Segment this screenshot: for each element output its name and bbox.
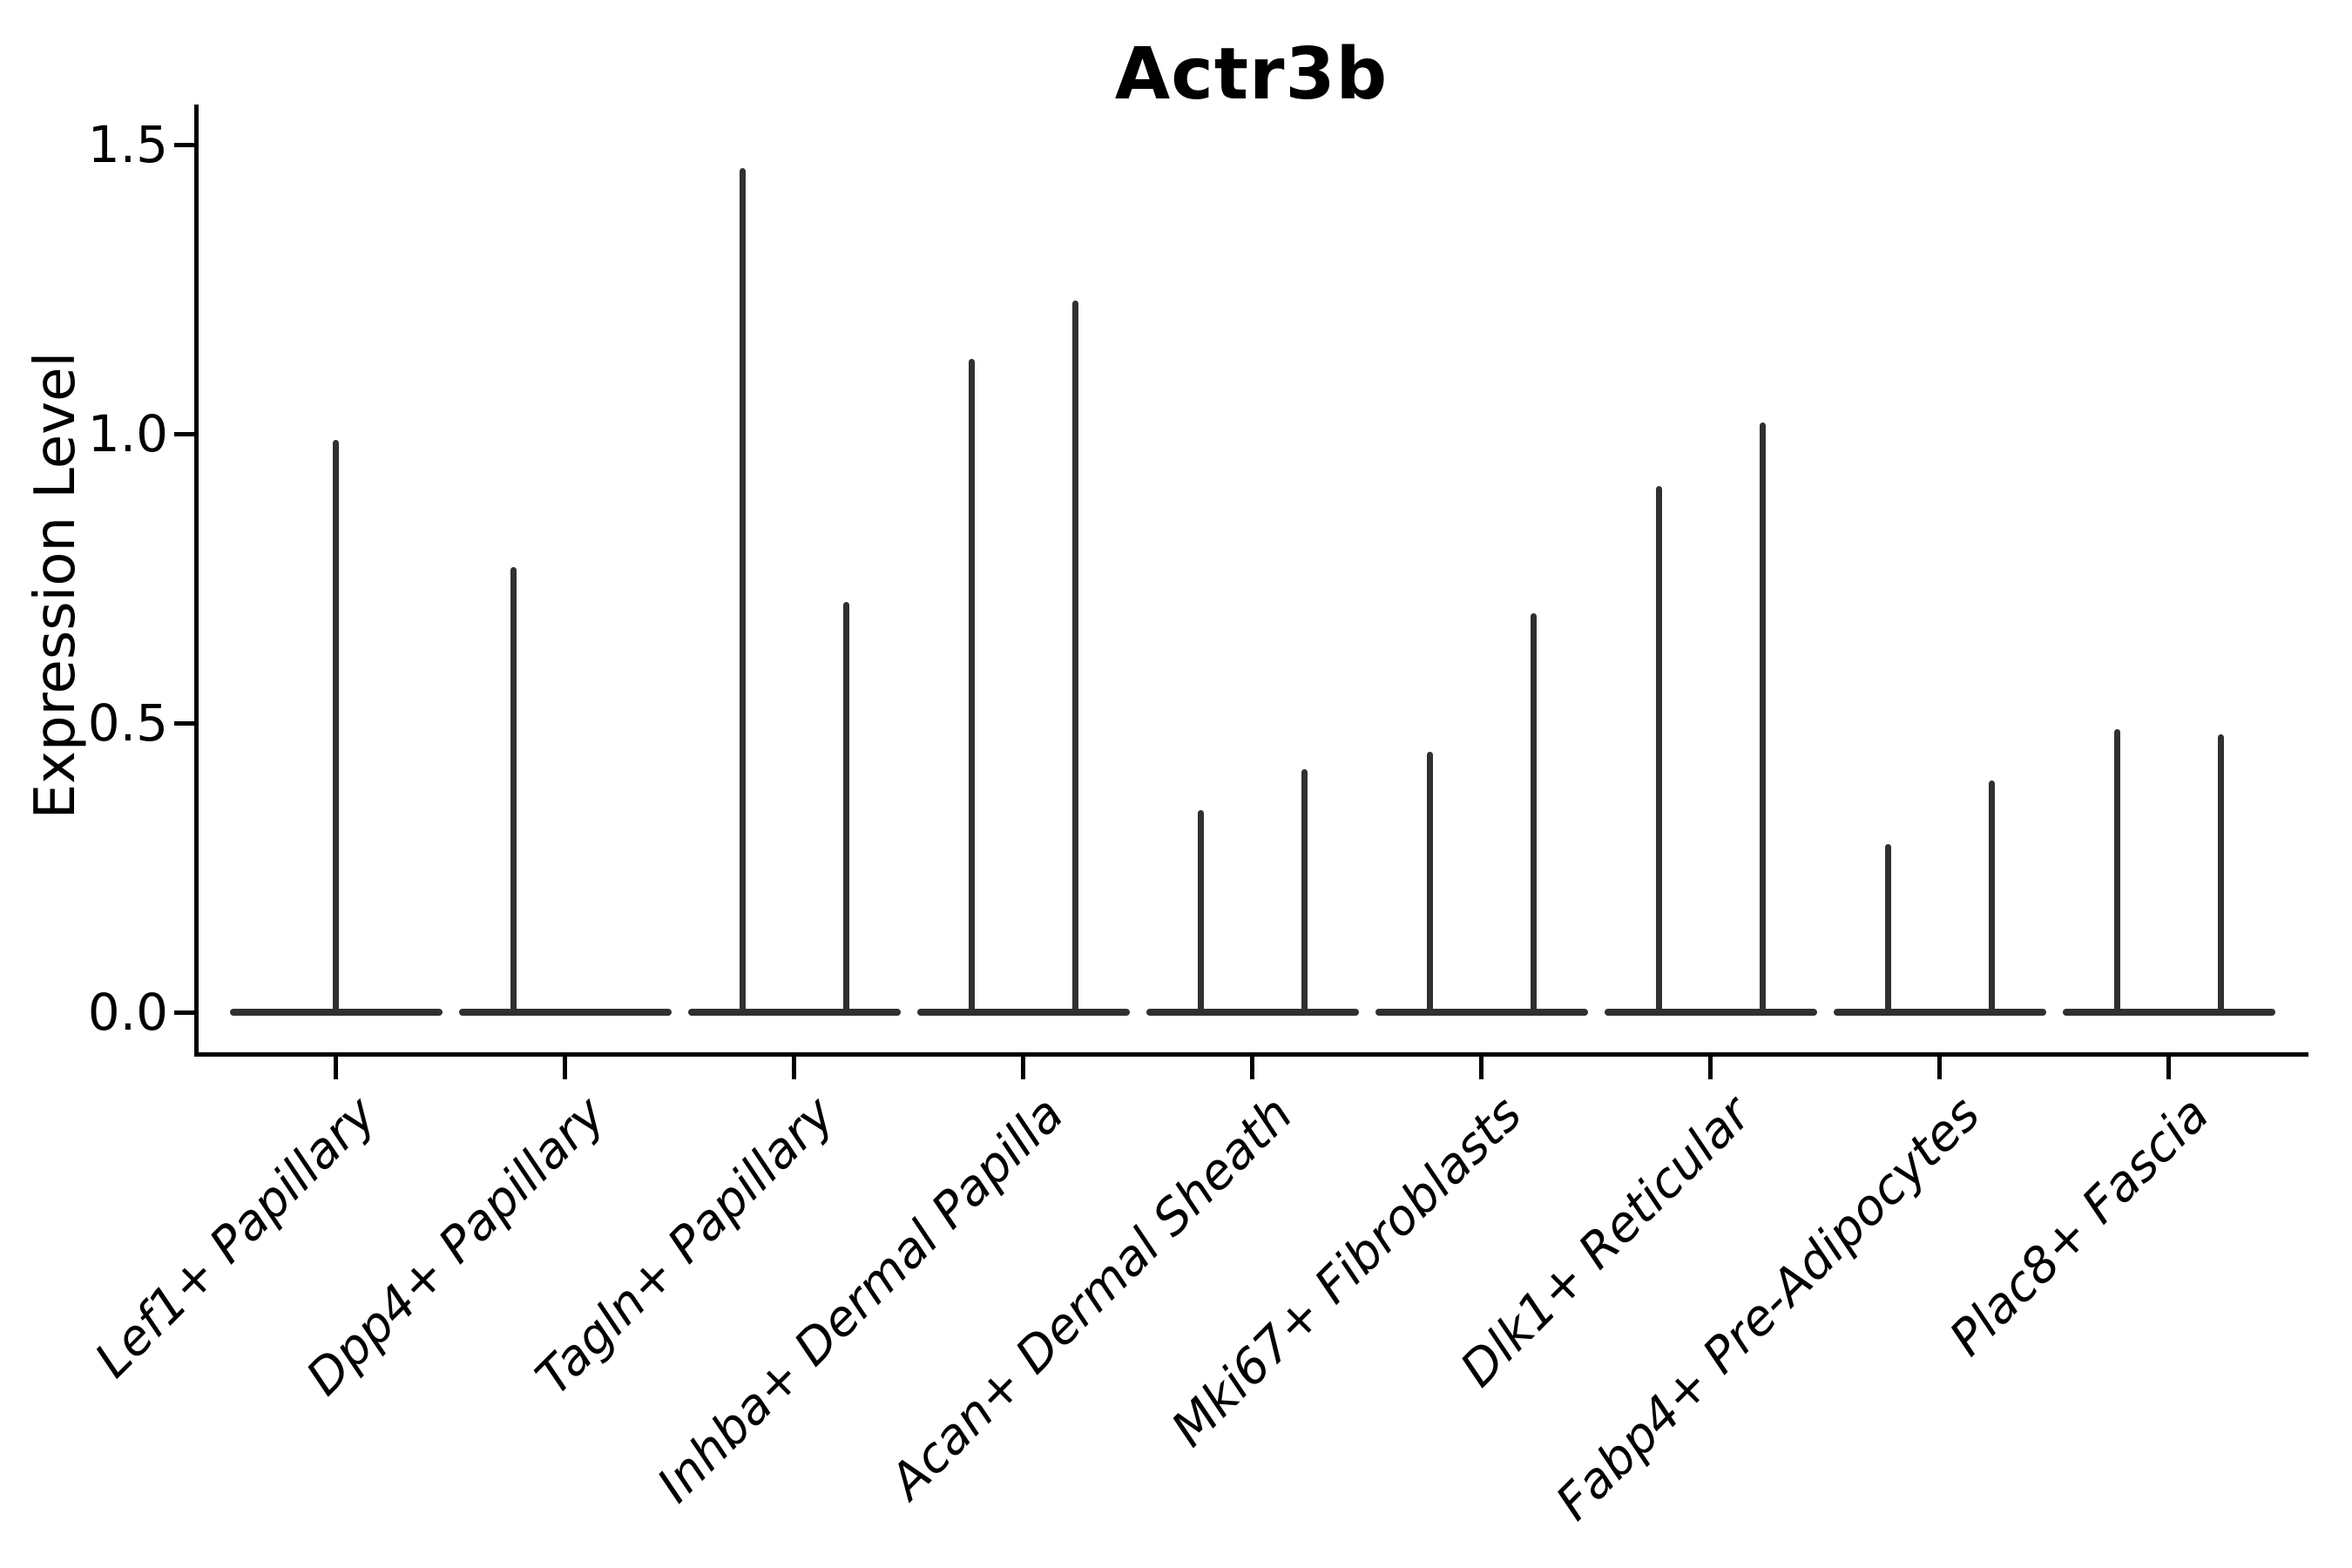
violin-spike (1426, 752, 1433, 1016)
violin-baseline (2062, 1009, 2275, 1016)
x-tick-mark (1479, 1057, 1484, 1079)
x-tick-label: Plac8+ Fascia (1938, 1085, 2220, 1368)
violin-baseline (687, 1009, 901, 1016)
y-tick-mark (174, 720, 194, 726)
y-tick-label: 0.0 (87, 983, 168, 1042)
violin-baseline (458, 1009, 672, 1016)
y-axis-label: Expression Level (24, 351, 88, 820)
violin-spike (842, 601, 849, 1016)
violin-spike (333, 439, 339, 1016)
x-tick-label: Inhba+ Dermal Papilla (645, 1085, 1075, 1514)
y-tick-mark (174, 142, 194, 147)
violin-spike (1884, 844, 1891, 1016)
violin-baseline (1375, 1009, 1588, 1016)
x-tick-mark (563, 1057, 567, 1079)
x-tick-label: Tagln+ Papillary (524, 1085, 846, 1407)
x-tick-label: Dpp4+ Papillary (295, 1085, 617, 1407)
y-tick-label: 1.0 (87, 404, 168, 463)
y-tick-label: 0.5 (87, 693, 168, 753)
y-tick-mark (174, 1010, 194, 1015)
chart-title: Actr3b (1114, 33, 1389, 116)
violin-spike (968, 358, 975, 1016)
x-tick-mark (2166, 1057, 2171, 1079)
violin-spike (2113, 728, 2120, 1016)
x-tick-label: Acan+ Dermal Sheath (879, 1085, 1304, 1511)
y-tick-label: 1.5 (87, 115, 168, 174)
violin-spike (1071, 301, 1078, 1016)
x-tick-mark (1937, 1057, 1942, 1079)
violin-spike (1530, 612, 1537, 1016)
violin-spike (2217, 734, 2224, 1016)
violin-spike (739, 167, 746, 1016)
y-axis-spine (194, 105, 199, 1057)
violin-spike (1759, 422, 1766, 1016)
x-tick-mark (1250, 1057, 1254, 1079)
violin-spike (1655, 485, 1662, 1016)
x-tick-mark (1708, 1057, 1713, 1079)
violin-spike (1988, 781, 1995, 1016)
violin-spike (510, 566, 517, 1016)
x-tick-label: Fabp4+ Pre-Adipocytes (1544, 1085, 1991, 1531)
violin-baseline (916, 1009, 1130, 1016)
violin-baseline (1604, 1009, 1817, 1016)
x-tick-label: Dlk1+ Reticular (1449, 1085, 1762, 1398)
x-tick-mark (792, 1057, 796, 1079)
violin-baseline (1833, 1009, 2046, 1016)
x-tick-mark (334, 1057, 338, 1079)
violin-baseline (1146, 1009, 1359, 1016)
x-tick-label: Mki67+ Fibroblasts (1160, 1085, 1533, 1458)
violin-spike (1301, 769, 1308, 1016)
violin-spike (1197, 809, 1204, 1016)
y-tick-mark (174, 431, 194, 436)
x-axis-spine (194, 1052, 2308, 1057)
x-tick-mark (1021, 1057, 1025, 1079)
